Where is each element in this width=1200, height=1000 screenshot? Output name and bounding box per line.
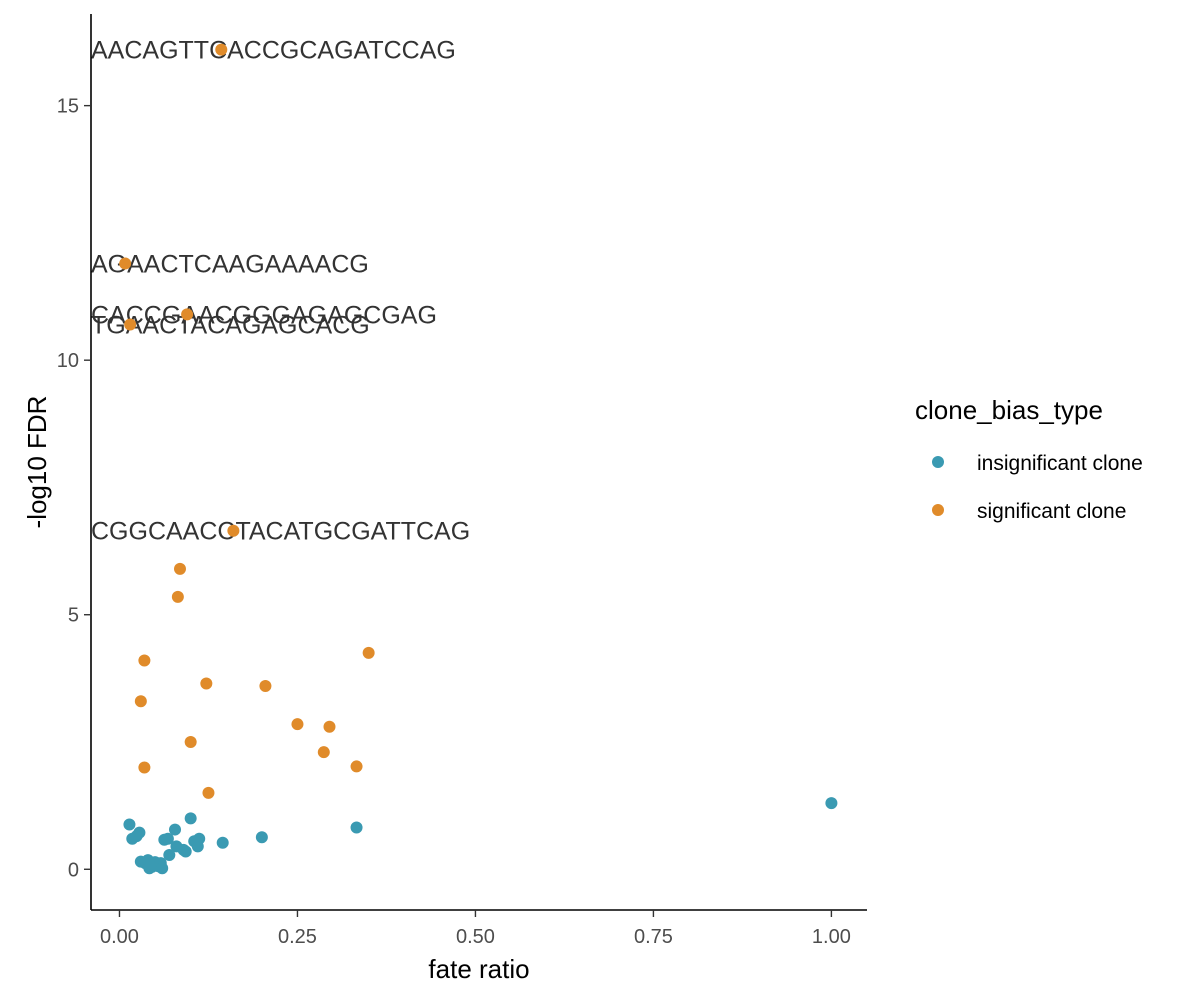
data-point	[163, 849, 176, 862]
data-point	[173, 562, 186, 575]
point-label: CACCGAACGGGAGAGCGAG	[91, 301, 437, 329]
data-point	[200, 677, 213, 690]
data-point	[133, 826, 146, 839]
legend-key	[932, 456, 944, 468]
legend-title: clone_bias_type	[915, 395, 1103, 425]
data-point	[317, 746, 330, 759]
data-point	[184, 812, 197, 825]
point-labels: AACAGTTCACCGCAGATCCAG AGAACTCAAGAAAACG CAC…	[91, 37, 470, 546]
data-point	[123, 818, 136, 831]
data-point	[181, 308, 194, 321]
data-point	[291, 718, 304, 731]
x-axis-title: fate ratio	[428, 954, 529, 984]
data-point	[255, 831, 268, 844]
data-point	[169, 823, 182, 836]
legend-label: insignificant clone	[977, 452, 1143, 475]
data-point	[161, 832, 174, 845]
point-label: AGAACTCAAGAAAACG	[91, 250, 369, 278]
data-point	[134, 695, 147, 708]
data-point	[227, 524, 240, 537]
data-point	[259, 680, 272, 692]
data-point	[171, 590, 184, 603]
data-point	[323, 720, 336, 733]
data-point	[216, 836, 229, 849]
data-point	[350, 760, 363, 773]
data-point	[124, 318, 137, 331]
data-point	[362, 646, 375, 659]
x-axis-ticks: 0.00 0.25 0.50 0.75 1.00	[100, 910, 851, 948]
data-point	[156, 862, 169, 875]
x-tick-label: 0.50	[456, 926, 495, 948]
legend-key	[932, 504, 944, 516]
legend-label: significant clone	[977, 500, 1126, 523]
data-point	[119, 257, 132, 270]
data-point	[202, 786, 215, 799]
x-tick-label: 1.00	[812, 926, 851, 948]
y-tick-label: 15	[57, 96, 79, 118]
data-point	[184, 736, 197, 748]
x-tick-label: 0.00	[100, 926, 139, 948]
data-point	[138, 654, 151, 667]
data-point	[215, 43, 228, 56]
y-tick-label: 0	[68, 859, 79, 881]
point-label: TGAACTACAGAGCACG	[91, 312, 370, 340]
y-axis-ticks: 0 5 10 15	[57, 96, 91, 881]
data-point	[825, 797, 838, 810]
data-point	[350, 821, 363, 834]
data-point	[179, 845, 192, 858]
y-axis-title: -log10 FDR	[22, 396, 52, 529]
x-tick-label: 0.75	[634, 926, 673, 948]
data-points	[119, 43, 838, 875]
data-point	[193, 832, 206, 845]
data-point	[138, 761, 151, 774]
legend: clone_bias_type insignificant clone signi…	[915, 395, 1143, 523]
y-tick-label: 5	[68, 605, 79, 627]
point-label: AACAGTTCACCGCAGATCCAG	[91, 37, 456, 65]
y-tick-label: 10	[57, 350, 79, 372]
x-tick-label: 0.25	[278, 926, 317, 948]
point-label: CGGCAACCTACATGCGATTCAG	[91, 518, 470, 546]
